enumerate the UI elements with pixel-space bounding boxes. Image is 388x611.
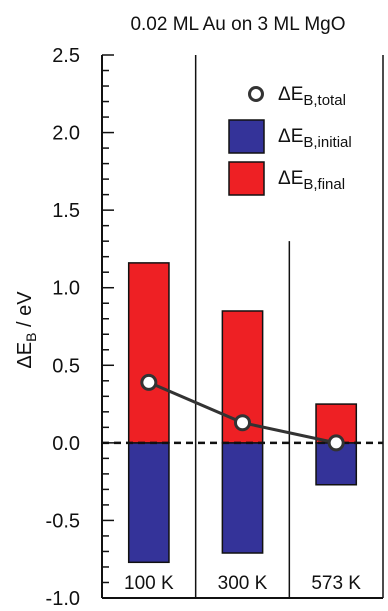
y-axis-label: ΔEB / eV — [14, 291, 39, 369]
bars-layer — [127, 262, 358, 564]
x-category-label: 573 K — [311, 573, 361, 594]
y-tick-label: -1.0 — [46, 588, 80, 606]
axes-layer: -1.0 -0.5 0.0 0.5 1.0 1.5 2.0 2.5 100 K 300 K 573 … — [46, 45, 384, 610]
y-axis-label-main: ΔE — [14, 342, 36, 369]
y-tick-label: 0.0 — [52, 433, 80, 455]
legend-swatch-0 — [228, 119, 265, 154]
y-tick-label: 1.5 — [52, 200, 80, 222]
total-marker-0 — [140, 373, 158, 391]
legend-label-main: ΔE — [278, 126, 303, 147]
y-tick-label: 0.5 — [52, 355, 80, 377]
bar-b-initial-0 — [127, 442, 170, 564]
chart-title: 0.02 ML Au on 3 ML MgO — [130, 14, 345, 35]
total-marker-1 — [234, 414, 251, 432]
legend-label: ΔEB,initial — [278, 126, 352, 151]
legend-label-sub: B,final — [303, 176, 345, 193]
bar-b-final-0 — [127, 262, 170, 444]
x-category-label: 300 K — [218, 573, 268, 594]
legend-label: ΔEB,final — [278, 168, 345, 193]
legend-label-sub: B,total — [303, 92, 346, 109]
y-axis-label-unit: / eV — [14, 291, 36, 333]
legend-label-main: ΔE — [278, 84, 303, 105]
y-tick-label: 2.0 — [52, 123, 80, 145]
legend-swatch-1 — [228, 161, 265, 196]
x-category-label: 100 K — [124, 573, 174, 594]
legend-label-main: ΔE — [278, 168, 303, 189]
y-axis-label-sub: B — [23, 333, 39, 342]
total-marker-2 — [327, 434, 345, 452]
total-line-layer — [140, 373, 345, 452]
legend-label: ΔEB,total — [278, 84, 346, 109]
legend-label-sub: B,initial — [303, 134, 351, 151]
y-tick-label: 1.0 — [52, 278, 80, 300]
y-tick-label: 2.5 — [52, 45, 80, 67]
y-tick-label: -0.5 — [46, 510, 80, 532]
legend-marker-total — [248, 86, 264, 102]
bar-b-initial-1 — [221, 442, 264, 554]
